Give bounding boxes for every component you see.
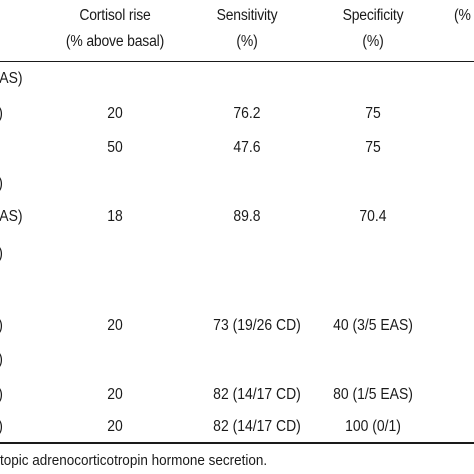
- cell-specificity: 100 (0/1): [345, 418, 401, 435]
- cell-specificity: 75: [365, 105, 381, 122]
- cell-sensitivity: 76.2: [233, 105, 261, 122]
- row-label: ): [0, 417, 3, 437]
- header-line-2: (%): [362, 33, 384, 50]
- bottom-rule: [0, 442, 474, 444]
- row-label: ): [0, 316, 3, 336]
- cell-specificity: 80 (1/5 EAS): [333, 386, 413, 403]
- header-cortisol-rise: Cortisol rise (% above basal): [43, 3, 187, 55]
- row-label: ): [0, 385, 3, 405]
- cell-specificity: 70.4: [359, 208, 387, 225]
- header-rule: [0, 61, 474, 62]
- header-sensitivity: Sensitivity (%): [198, 3, 297, 55]
- row-label: ): [0, 244, 3, 264]
- row-label: ): [0, 174, 3, 194]
- header-line-2: (%): [236, 33, 258, 50]
- header-line-1: Cortisol rise: [79, 7, 151, 24]
- cell-rise: 20: [107, 317, 123, 334]
- header-line-1: (%: [454, 7, 471, 24]
- cell-specificity: 40 (3/5 EAS): [333, 317, 413, 334]
- header-line-1: Sensitivity: [216, 7, 278, 24]
- row-label: ): [0, 350, 3, 370]
- row-label: AS): [0, 70, 23, 87]
- cell-sensitivity: 47.6: [233, 139, 261, 156]
- cell-specificity: 75: [365, 139, 381, 156]
- header-specificity: Specificity (%): [324, 3, 423, 55]
- row-label: AS): [0, 208, 23, 225]
- header-partial: (%: [454, 3, 474, 29]
- cell-rise: 20: [107, 105, 123, 122]
- header-line-2: (% above basal): [65, 33, 165, 50]
- cell-sensitivity: 82 (14/17 CD): [213, 386, 301, 403]
- cell-sensitivity: 89.8: [233, 208, 261, 225]
- table-footnote: topic adrenocorticotropin hormone secret…: [0, 452, 268, 469]
- cell-sensitivity: 73 (19/26 CD): [213, 317, 301, 334]
- cell-rise: 20: [107, 386, 123, 403]
- cell-rise: 20: [107, 418, 123, 435]
- cell-rise: 18: [107, 208, 123, 225]
- cell-rise: 50: [107, 139, 123, 156]
- row-label: ): [0, 104, 3, 124]
- header-line-1: Specificity: [342, 7, 404, 24]
- cell-sensitivity: 82 (14/17 CD): [213, 418, 301, 435]
